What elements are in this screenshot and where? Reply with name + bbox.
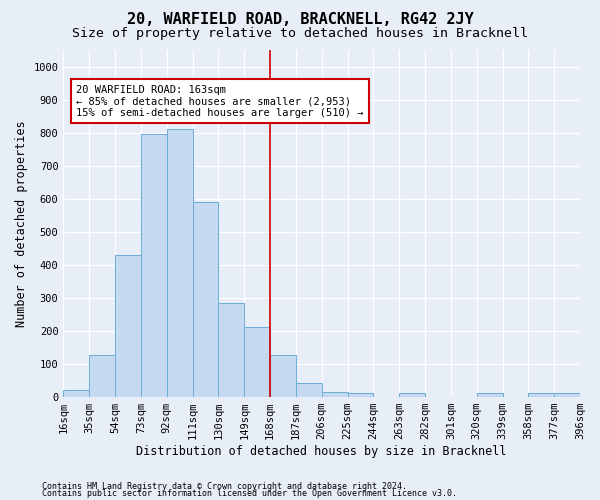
Text: 20, WARFIELD ROAD, BRACKNELL, RG42 2JY: 20, WARFIELD ROAD, BRACKNELL, RG42 2JY: [127, 12, 473, 28]
Bar: [529, 394, 554, 396]
Bar: [167, 129, 193, 396]
X-axis label: Distribution of detached houses by size in Bracknell: Distribution of detached houses by size …: [136, 444, 507, 458]
Bar: [476, 394, 503, 396]
Bar: [218, 302, 244, 396]
Text: Size of property relative to detached houses in Bracknell: Size of property relative to detached ho…: [72, 28, 528, 40]
Bar: [399, 394, 425, 396]
Bar: [244, 328, 270, 396]
Bar: [347, 394, 373, 396]
Bar: [141, 134, 167, 396]
Bar: [64, 390, 89, 396]
Text: Contains HM Land Registry data © Crown copyright and database right 2024.: Contains HM Land Registry data © Crown c…: [42, 482, 407, 491]
Text: 20 WARFIELD ROAD: 163sqm
← 85% of detached houses are smaller (2,953)
15% of sem: 20 WARFIELD ROAD: 163sqm ← 85% of detach…: [76, 84, 364, 118]
Bar: [89, 356, 115, 397]
Bar: [296, 384, 322, 396]
Text: Contains public sector information licensed under the Open Government Licence v3: Contains public sector information licen…: [42, 490, 457, 498]
Bar: [193, 202, 218, 396]
Y-axis label: Number of detached properties: Number of detached properties: [15, 120, 28, 326]
Bar: [270, 356, 296, 397]
Bar: [554, 394, 580, 396]
Bar: [322, 392, 347, 396]
Bar: [115, 254, 141, 396]
